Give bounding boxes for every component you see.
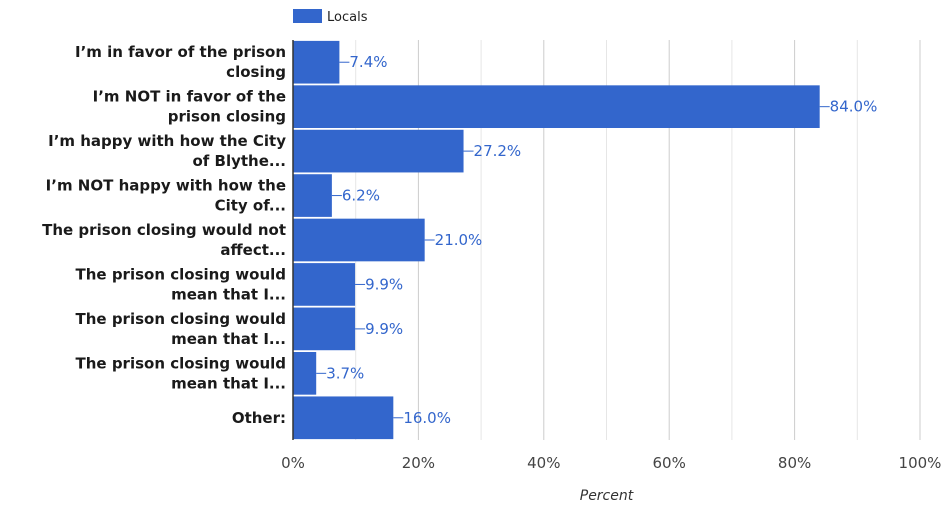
legend-label-locals: Locals xyxy=(327,10,368,25)
data-label: 84.0% xyxy=(830,98,878,116)
legend: Locals xyxy=(293,9,368,25)
category-label-line: I’m happy with how the City xyxy=(48,132,286,150)
category-label-line: of Blythe... xyxy=(192,152,286,170)
data-label: 27.2% xyxy=(474,142,522,160)
x-tick-label: 60% xyxy=(653,454,686,472)
category-label-line: mean that I... xyxy=(171,374,286,392)
bar[interactable] xyxy=(293,352,317,395)
data-label: 9.9% xyxy=(365,320,403,338)
data-label: 9.9% xyxy=(365,275,403,293)
category-label-line: City of... xyxy=(215,197,286,215)
bar[interactable] xyxy=(293,263,356,306)
data-label: 16.0% xyxy=(403,409,451,427)
category-label-line: The prison closing would xyxy=(76,354,286,372)
legend-swatch-locals xyxy=(293,9,322,23)
category-label-line: I’m NOT happy with how the xyxy=(46,177,286,195)
category-label-line: The prison closing would xyxy=(76,265,286,283)
category-label-line: The prison closing would xyxy=(76,310,286,328)
category-label: I’m NOT in favor of the prison closing xyxy=(93,88,286,126)
category-label-line: Other: xyxy=(232,409,286,427)
x-tick-label: 40% xyxy=(527,454,560,472)
x-tick-labels: 0% 20% 40% 60% 80% 100% xyxy=(281,454,941,472)
bar[interactable] xyxy=(293,129,464,173)
category-label: I’m in favor of the prison closing xyxy=(75,43,286,81)
data-label: 3.7% xyxy=(326,364,364,382)
data-label: 6.2% xyxy=(342,187,380,205)
bars: 7.4% 84.0% 27.2% 6.2% 21.0% 9.9% 9.9% 3.7% 16.0% xyxy=(293,40,878,440)
bar[interactable] xyxy=(293,307,356,351)
bar[interactable] xyxy=(293,218,425,262)
x-tick-label: 20% xyxy=(402,454,435,472)
bar[interactable] xyxy=(293,174,332,217)
data-label: 7.4% xyxy=(349,53,387,71)
bar[interactable] xyxy=(293,396,394,440)
x-axis-title: Percent xyxy=(580,488,634,504)
category-label: The prison closing would mean that I... xyxy=(76,310,286,348)
x-tick-label: 0% xyxy=(281,454,305,472)
category-label: The prison closing would mean that I... xyxy=(76,354,286,392)
category-label: I’m NOT happy with how the City of... xyxy=(46,177,286,215)
category-label: The prison closing would mean that I... xyxy=(76,265,286,303)
category-label: I’m happy with how the City of Blythe... xyxy=(48,132,286,170)
category-label-line: I’m NOT in favor of the xyxy=(93,88,286,106)
category-label-line: affect... xyxy=(220,241,286,259)
data-label: 21.0% xyxy=(435,231,483,249)
x-tick-label: 80% xyxy=(778,454,811,472)
x-tick-label: 100% xyxy=(899,454,942,472)
category-label-line: prison closing xyxy=(168,108,286,126)
bar[interactable] xyxy=(293,40,340,84)
bar[interactable] xyxy=(293,85,820,128)
category-labels: I’m in favor of the prison closing I’m NOT… xyxy=(42,43,286,427)
category-label-line: closing xyxy=(226,63,286,81)
category-label-line: The prison closing would not xyxy=(42,221,286,239)
category-label-line: mean that I... xyxy=(171,285,286,303)
category-label: Other: xyxy=(232,409,286,427)
category-label-line: I’m in favor of the prison xyxy=(75,43,286,61)
category-label: The prison closing would not affect... xyxy=(42,221,286,259)
category-label-line: mean that I... xyxy=(171,330,286,348)
